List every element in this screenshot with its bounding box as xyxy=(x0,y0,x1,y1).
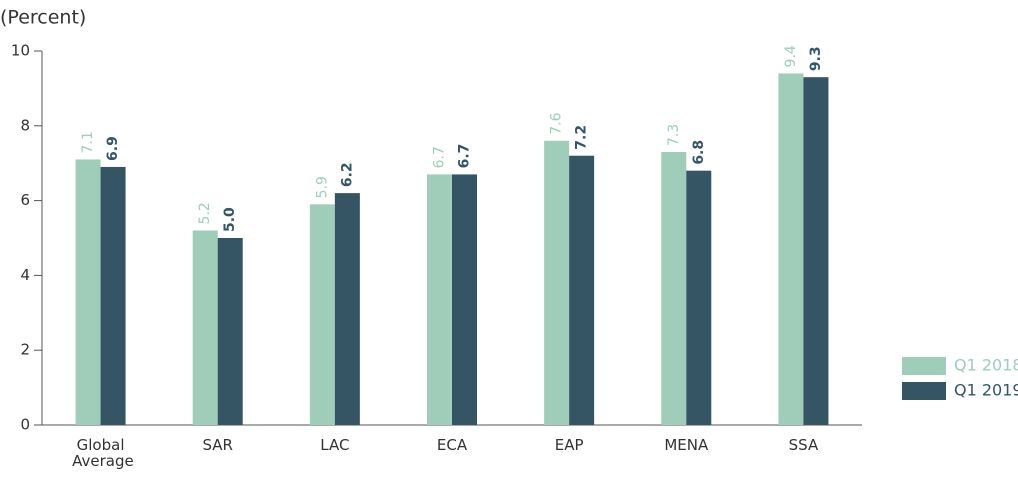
data-label: 6.8 xyxy=(691,140,707,165)
y-tick-label: 10 xyxy=(11,42,30,60)
data-label: 7.6 xyxy=(549,112,565,134)
x-tick-label: Global Average xyxy=(67,436,133,470)
y-axis-label: (Percent) xyxy=(0,7,86,29)
legend-label: Q1 2019 xyxy=(954,381,1018,400)
bar xyxy=(661,151,687,426)
bar xyxy=(452,174,477,425)
data-label: 6.9 xyxy=(105,136,121,161)
bar xyxy=(427,174,452,425)
data-label: 7.3 xyxy=(666,124,682,146)
bar xyxy=(217,238,243,425)
bar xyxy=(544,140,570,425)
data-label: 6.7 xyxy=(432,146,448,168)
x-tick-label: SAR xyxy=(202,436,232,454)
x-tick-label: LAC xyxy=(320,436,349,454)
y-tick-label: 0 xyxy=(20,416,30,434)
bar xyxy=(778,73,804,425)
bar xyxy=(334,193,360,425)
bar xyxy=(686,170,712,425)
y-tick-label: 6 xyxy=(20,191,30,209)
data-label: 7.1 xyxy=(80,131,96,153)
legend-swatch xyxy=(902,357,946,375)
x-tick-label: ECA xyxy=(437,436,468,454)
x-tick-label: MENA xyxy=(664,436,709,454)
y-tick-label: 4 xyxy=(20,266,30,284)
data-label: 6.7 xyxy=(457,144,473,169)
bar xyxy=(569,155,595,425)
data-label: 5.0 xyxy=(222,207,238,232)
x-tick-label: EAP xyxy=(555,436,584,454)
legend-swatch xyxy=(902,382,946,400)
data-label: 9.4 xyxy=(783,45,799,67)
bar xyxy=(75,159,101,425)
data-label: 5.9 xyxy=(314,176,330,198)
data-label: 7.2 xyxy=(574,125,590,150)
bar xyxy=(100,166,126,425)
bar xyxy=(803,77,829,426)
y-tick-label: 8 xyxy=(20,116,30,134)
y-tick-label: 2 xyxy=(20,341,30,359)
data-label: 5.2 xyxy=(197,202,213,224)
bar xyxy=(309,204,335,425)
bar xyxy=(192,230,218,425)
data-label: 6.2 xyxy=(339,162,355,187)
legend-label: Q1 2018 xyxy=(954,356,1018,375)
data-label: 9.3 xyxy=(808,46,824,71)
x-tick-label: SSA xyxy=(789,436,819,454)
